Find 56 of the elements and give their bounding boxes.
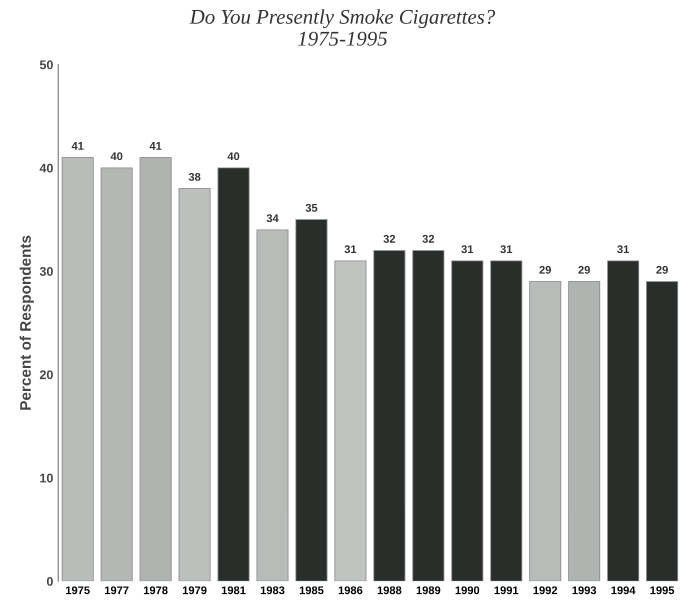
x-tick-label: 1991 — [494, 586, 518, 594]
x-tick-label: 1992 — [534, 586, 558, 594]
data-label: 32 — [383, 234, 396, 243]
x-tick-label: 1986 — [338, 586, 362, 594]
bar — [373, 250, 406, 582]
data-label: 32 — [422, 234, 434, 243]
x-tick-label: 1988 — [378, 586, 402, 594]
x-tick-label: 1990 — [456, 586, 480, 594]
y-tick-label: 10 — [40, 474, 53, 483]
x-tick-label: 1985 — [300, 586, 324, 594]
x-tick-label: 1995 — [650, 586, 674, 594]
x-tick-label: 1981 — [222, 586, 246, 594]
x-tick-label: 1975 — [66, 586, 90, 594]
bar — [100, 167, 133, 582]
bar — [334, 260, 366, 582]
bar — [295, 219, 328, 582]
bar — [646, 281, 678, 582]
data-label: 40 — [110, 152, 122, 160]
bar — [218, 167, 250, 582]
data-label: 35 — [306, 204, 318, 212]
data-label: 31 — [461, 245, 474, 254]
y-tick-label: 50 — [40, 60, 53, 70]
bar — [607, 260, 640, 582]
y-tick-label: 20 — [40, 370, 53, 380]
chart-title: Do You Presently Smoke Cigarettes? 1975-1995 — [190, 9, 496, 46]
x-tick-label: 1989 — [416, 586, 440, 594]
x-tick-label: 1994 — [611, 586, 636, 594]
x-tick-label: 1977 — [105, 586, 129, 594]
y-axis-title: Percent of Respondents — [20, 236, 34, 410]
data-label: 29 — [656, 266, 668, 274]
bar — [568, 281, 600, 582]
data-label: 31 — [617, 245, 630, 254]
x-tick-label: 1978 — [144, 586, 168, 594]
bar — [451, 260, 484, 582]
y-tick-label: 30 — [40, 267, 53, 276]
bar — [529, 281, 562, 582]
data-label: 41 — [150, 142, 162, 150]
bar — [490, 260, 522, 582]
data-label: 29 — [539, 266, 551, 274]
x-tick-label: 1993 — [572, 586, 596, 594]
bar — [256, 229, 289, 582]
data-label: 41 — [72, 142, 84, 150]
y-tick-label: 0 — [46, 576, 53, 586]
bar — [412, 250, 444, 582]
data-label: 38 — [188, 172, 200, 181]
x-tick-label: 1979 — [182, 586, 207, 594]
data-label: 29 — [578, 266, 590, 274]
y-tick-label: 40 — [40, 164, 53, 173]
data-label: 34 — [266, 214, 279, 222]
bar — [62, 157, 94, 582]
x-tick-label: 1983 — [260, 586, 284, 594]
data-label: 40 — [228, 152, 240, 160]
bar — [178, 188, 211, 582]
data-label: 31 — [500, 245, 512, 254]
data-label: 31 — [344, 245, 356, 254]
bar — [140, 157, 172, 582]
